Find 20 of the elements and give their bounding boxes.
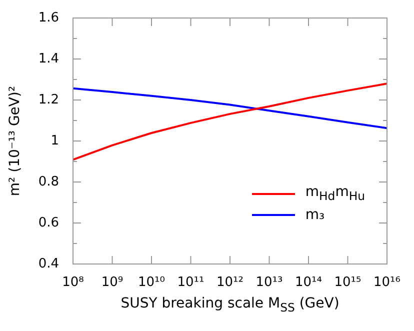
y-tick-label: 1 — [50, 133, 59, 148]
y-tick-label: 1.2 — [38, 92, 59, 108]
y-tick-label: 1.4 — [38, 51, 59, 66]
x-tick-label: 10¹⁰ — [138, 275, 165, 290]
y-tick-label: 0.6 — [38, 215, 59, 230]
y-tick-label: 1.6 — [38, 10, 59, 26]
y-tick-label: 0.4 — [38, 256, 59, 272]
x-tick-label: 10¹¹ — [177, 275, 204, 290]
y-tick-label: 0.8 — [38, 174, 59, 190]
x-axis-title: SUSY breaking scale M$_{SS}$ (GeV) — [120, 296, 340, 314]
x-tick-label: 10¹⁵ — [334, 275, 362, 290]
x-tick-label: 10⁸ — [62, 275, 84, 290]
x-tick-label: 10¹² — [216, 275, 244, 290]
x-tick-label: 10⁹ — [101, 275, 124, 290]
legend-label: m$_{Hd}$m$_{Hu}$ — [305, 184, 365, 203]
legend-label: m₃ — [305, 206, 326, 222]
x-tick-label: 10¹⁴ — [295, 275, 322, 290]
x-tick-label: 10¹³ — [256, 275, 283, 290]
y-axis-title: m² (10⁻¹³ GeV)² — [7, 86, 23, 196]
x-tick-label: 10¹⁶ — [374, 275, 400, 290]
